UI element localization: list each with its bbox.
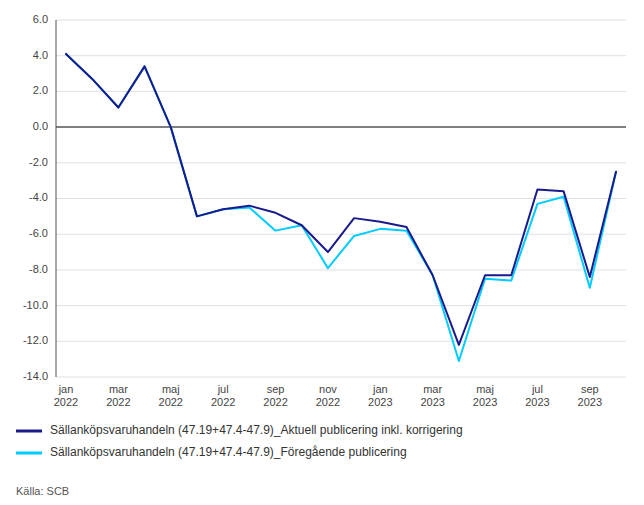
y-tick-label: 2.0 [33, 84, 48, 96]
y-tick-label: 6.0 [33, 13, 48, 25]
grid-line [56, 55, 626, 56]
x-tick-label-line: nov [319, 383, 337, 395]
x-tick-label-line: sep [581, 383, 599, 395]
x-tick-label: maj2023 [473, 383, 497, 408]
grid-line [56, 269, 626, 270]
x-tick-label: mar2022 [106, 383, 130, 408]
x-tick-label-line: jul [217, 383, 229, 395]
x-tick-label-line: 2022 [316, 396, 340, 408]
x-tick-label-line: 2023 [420, 396, 444, 408]
legend-label: Sällanköpsvaruhandeln (47.19+47.4-47.9)_… [50, 423, 463, 437]
x-tick-label-line: jul [531, 383, 543, 395]
grid-line [56, 91, 626, 92]
x-tick-label-line: mar [423, 383, 442, 395]
legend-label: Sällanköpsvaruhandeln (47.19+47.4-47.9)_… [50, 445, 407, 459]
legend-swatch [16, 430, 42, 433]
legend-swatch [16, 452, 42, 455]
x-tick-label: maj2022 [159, 383, 183, 408]
x-tick-label: jul2023 [525, 383, 549, 408]
x-tick-label: jan2022 [54, 383, 78, 408]
x-tick-label: sep2023 [578, 383, 602, 408]
source-note: Källa: SCB [16, 485, 69, 497]
x-tick-label-line: 2022 [263, 396, 287, 408]
x-tick-label-line: mar [109, 383, 128, 395]
y-tick-label: 4.0 [33, 49, 48, 61]
x-tick-label: jul2022 [211, 383, 235, 408]
y-tick-label: -10.0 [23, 299, 48, 311]
x-tick-label-line: jan [372, 383, 388, 395]
x-tick-label-line: 2023 [578, 396, 602, 408]
x-tick-label-line: 2023 [368, 396, 392, 408]
y-tick-label: -6.0 [29, 227, 48, 239]
x-tick-label-line: maj [476, 383, 494, 395]
grid-line [56, 341, 626, 342]
x-tick-label-line: sep [267, 383, 285, 395]
x-tick-label: jan2023 [368, 383, 392, 408]
y-axis-line [56, 20, 57, 377]
grid-line [56, 305, 626, 306]
grid [56, 20, 626, 377]
x-axis: jan2022mar2022maj2022jul2022sep2022nov20… [54, 383, 602, 408]
chart: -14.0 -12.0 -10.0 -8.0 -6.0 -4.0 -2.0 0.0 2.0 4.0… [0, 0, 644, 505]
x-tick-label: mar2023 [420, 383, 444, 408]
grid-line [56, 162, 626, 163]
x-tick-label: sep2022 [263, 383, 287, 408]
grid-line [56, 20, 626, 21]
series-line [66, 54, 616, 345]
x-tick-label: nov2022 [316, 383, 340, 408]
y-tick-label: 0.0 [33, 120, 48, 132]
grid-line [56, 198, 626, 199]
x-tick-label-line: 2022 [54, 396, 78, 408]
y-tick-label: -12.0 [23, 334, 48, 346]
x-tick-label-line: 2022 [159, 396, 183, 408]
x-tick-label-line: 2022 [211, 396, 235, 408]
x-tick-label-line: 2023 [525, 396, 549, 408]
x-tick-label-line: maj [162, 383, 180, 395]
y-tick-label: -4.0 [29, 191, 48, 203]
y-tick-label: -8.0 [29, 263, 48, 275]
y-tick-label: -2.0 [29, 156, 48, 168]
x-tick-label-line: jan [58, 383, 74, 395]
x-tick-label-line: 2022 [106, 396, 130, 408]
y-tick-label: -14.0 [23, 370, 48, 382]
x-tick-label-line: 2023 [473, 396, 497, 408]
series-line [66, 54, 616, 361]
zero-line [56, 126, 626, 128]
series-lines [66, 54, 616, 361]
y-axis: -14.0 -12.0 -10.0 -8.0 -6.0 -4.0 -2.0 0.0 2.0 4.0… [23, 13, 56, 382]
grid-line [56, 377, 626, 378]
legend: Sällanköpsvaruhandeln (47.19+47.4-47.9)_… [16, 423, 463, 459]
